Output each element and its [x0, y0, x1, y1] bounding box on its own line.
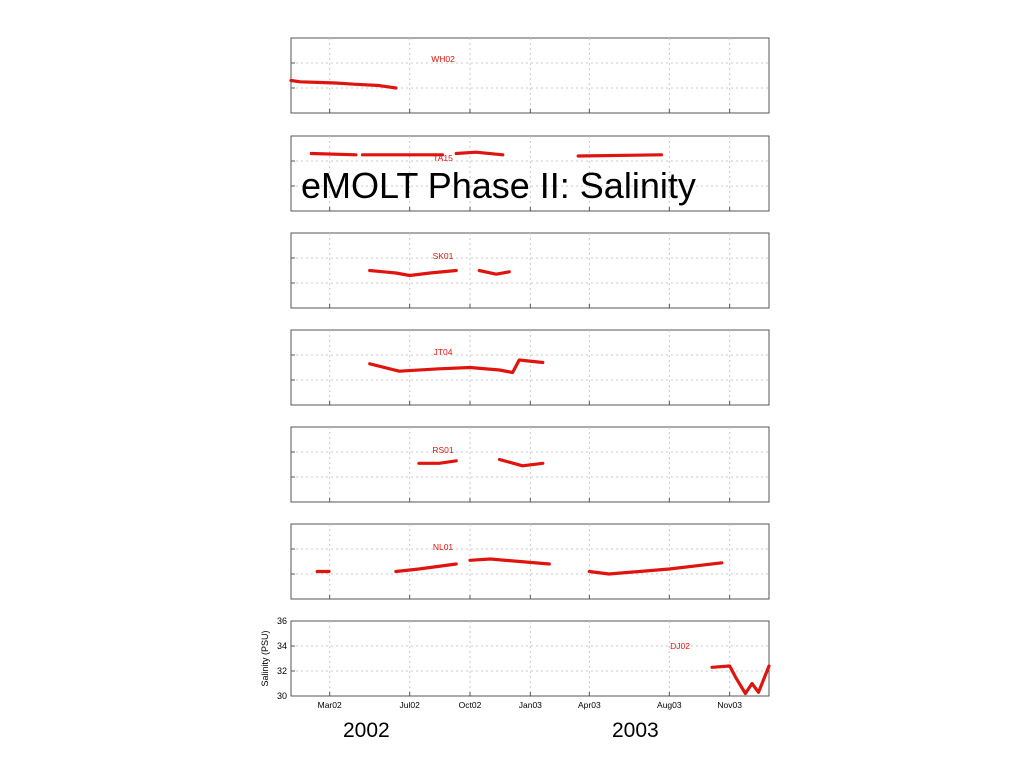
x-tick-label: Mar02	[318, 700, 342, 710]
site-label-wh02: WH02	[431, 54, 455, 64]
panel-frame	[290, 620, 770, 697]
series-dj02	[710, 664, 771, 696]
y-tick-label: 36	[277, 616, 287, 626]
site-label-sk01: SK01	[433, 251, 454, 261]
series-nl01	[587, 561, 724, 576]
x-tick-label: Aug03	[657, 700, 682, 710]
panel-frame	[290, 329, 770, 406]
x-tick-label: Jan03	[519, 700, 542, 710]
series-jt04	[368, 358, 545, 375]
x-tick-label: Apr03	[578, 700, 601, 710]
series-ta15	[454, 150, 505, 157]
y-tick-label: 34	[277, 641, 287, 651]
site-label-ta15: TA15	[433, 153, 453, 163]
site-label-dj02: DJ02	[670, 641, 690, 651]
series-rs01	[417, 459, 458, 465]
site-label-rs01: RS01	[432, 445, 454, 455]
year-label-2002: 2002	[343, 719, 390, 742]
x-tick-label: Oct02	[459, 700, 482, 710]
series-nl01	[468, 557, 551, 566]
year-label-2003: 2003	[612, 719, 659, 742]
series-rs01	[497, 457, 545, 468]
x-tick-label: Jul02	[400, 700, 421, 710]
series-sk01	[368, 268, 458, 278]
series-sk01	[477, 268, 511, 276]
slide-title: eMOLT Phase II: Salinity	[301, 165, 696, 206]
series-ta15	[576, 153, 664, 158]
series-nl01	[394, 562, 458, 574]
y-tick-label: 32	[277, 666, 287, 676]
series-ta15	[309, 151, 358, 157]
series-wh02	[289, 78, 398, 90]
y-tick-label: 30	[277, 691, 287, 701]
panel-frame	[290, 37, 770, 114]
site-label-nl01: NL01	[433, 542, 454, 552]
y-axis-label: Salinity (PSU)	[260, 630, 270, 686]
x-tick-label: Nov03	[717, 700, 742, 710]
panel-frame	[290, 135, 770, 212]
site-label-jt04: JT04	[434, 347, 453, 357]
